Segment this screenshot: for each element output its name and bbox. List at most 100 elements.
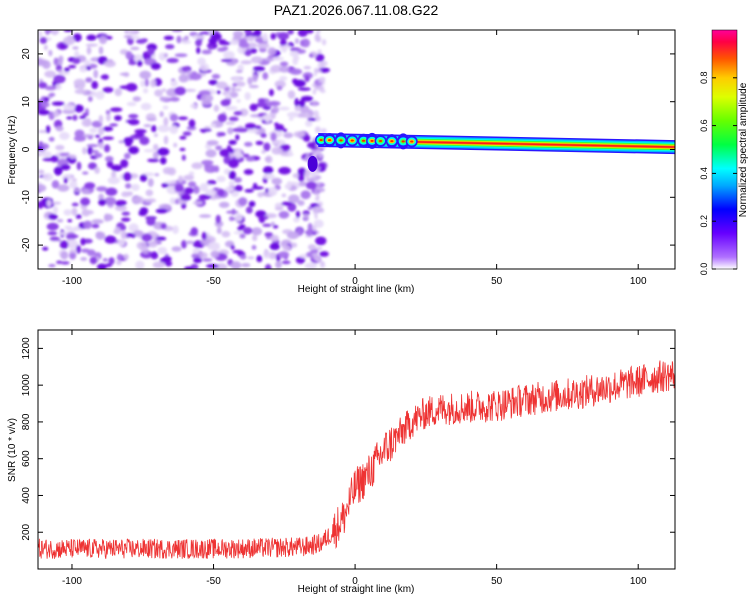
noise-blob [55,83,62,91]
noise-blob [60,250,69,260]
noise-blob [71,207,78,216]
noise-blob [152,143,159,151]
noise-blob [313,188,319,196]
noise-blob [62,36,76,46]
noise-blob [98,46,104,55]
noise-blob [74,89,87,95]
signal-blob [410,140,414,143]
noise-blob [257,42,270,49]
noise-blob [169,113,179,122]
noise-blob [126,119,134,123]
noise-blob [304,169,311,179]
noise-blob [38,82,48,89]
noise-blob [89,256,98,265]
noise-blob [94,166,100,174]
noise-blob [263,142,271,152]
y-tick-label: 10 [21,96,32,108]
noise-blob [278,106,290,111]
x-tick-label: 0 [352,276,358,287]
noise-blob [312,225,317,232]
noise-blob [59,131,70,140]
noise-blob [313,209,319,216]
noise-blob [247,42,258,48]
noise-blob [293,79,306,88]
signal-blob [307,155,318,172]
noise-blob [100,74,109,80]
noise-blob [272,224,279,229]
noise-blob [297,167,307,177]
noise-blob [301,38,311,48]
noise-blob [86,34,97,41]
noise-blob [197,57,206,66]
noise-blob [123,34,133,39]
noise-blob [216,47,227,52]
noise-blob [193,185,200,194]
noise-blob [53,74,66,84]
noise-blob [315,30,321,34]
noise-blob [137,60,143,67]
noise-blob [80,238,86,246]
noise-blob [295,256,306,264]
noise-blob [247,76,253,85]
noise-blob [104,60,116,68]
snr-panel: -100 -50 0 50 100 200 400 600 800 1000 1200 Heigh… [7,329,676,595]
noise-blob [228,216,234,222]
noise-blob [239,254,247,260]
noise-blob [117,239,126,247]
noise-blob [229,39,239,46]
noise-blob [236,98,241,103]
noise-blob [234,177,242,183]
snr-xlabel: Height of straight line (km) [298,584,415,595]
noise-blob [235,69,243,74]
noise-blob [123,137,134,145]
signal-blob [390,140,394,143]
noise-blob [223,50,235,60]
noise-blob [57,69,63,73]
noise-blob [39,36,48,44]
noise-blob [221,230,231,238]
noise-blob [182,131,192,136]
noise-blob [171,246,182,252]
noise-blob [228,116,239,122]
noise-blob [53,57,59,65]
noise-blob [174,184,184,193]
noise-blob [262,72,269,80]
noise-blob [87,146,93,155]
noise-blob [188,119,196,128]
noise-blob [241,263,251,268]
noise-blob [232,127,244,132]
noise-blob [229,91,239,98]
noise-blob [313,219,324,228]
noise-blob [85,117,91,127]
noise-blob [105,235,116,242]
noise-blob [147,158,160,163]
noise-blob [81,189,90,195]
noise-blob [192,248,200,254]
noise-blob [146,118,157,122]
noise-blob [87,96,93,102]
noise-blob [292,57,299,66]
noise-blob [271,106,280,114]
noise-blob [158,203,172,210]
noise-blob [190,103,197,109]
noise-blob [196,46,201,54]
noise-blob [89,127,98,134]
noise-blob [215,214,221,224]
spectrogram-ylabel: Frequency (Hz) [7,116,18,185]
noise-blob [85,43,99,47]
noise-blob [297,200,305,206]
noise-blob [184,266,194,269]
noise-blob [53,166,63,176]
y-tick-label: 200 [21,523,32,540]
noise-blob [109,107,123,112]
noise-blob [174,53,188,58]
noise-blob [319,208,325,213]
noise-blob [86,144,99,148]
noise-blob [303,213,309,220]
noise-blob [231,77,242,83]
noise-blob [58,55,64,63]
noise-blob [250,56,263,64]
noise-blob [262,106,272,110]
noise-blob [253,30,262,37]
noise-blob [60,164,71,171]
